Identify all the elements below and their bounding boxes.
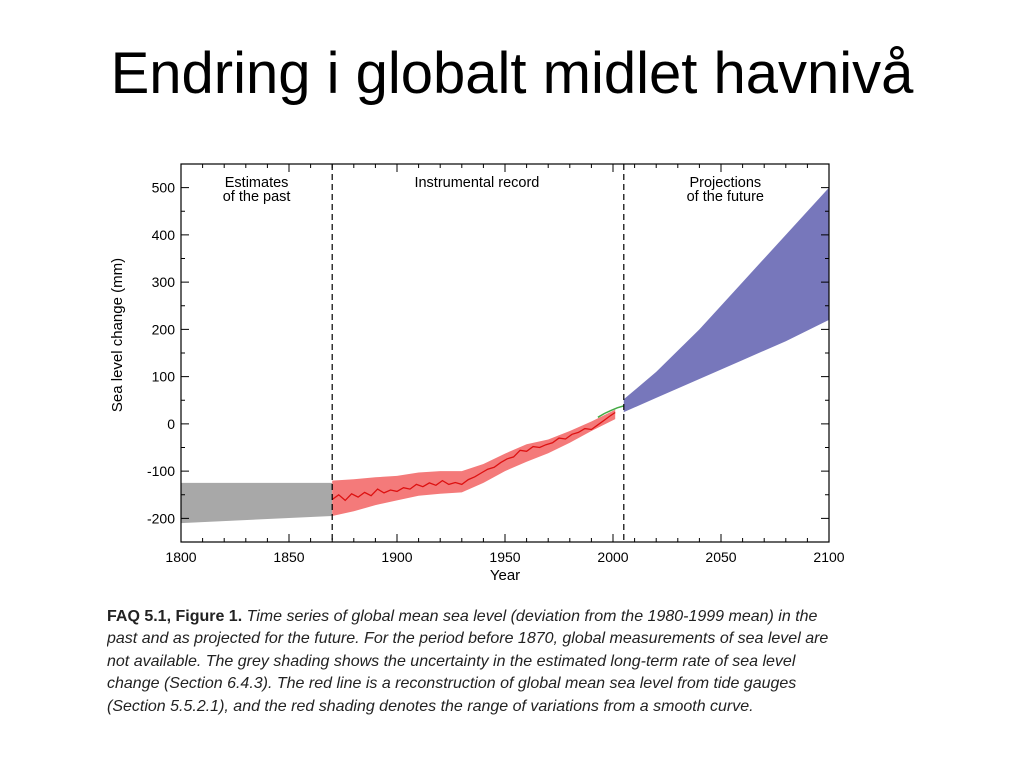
projection-band — [623, 187, 829, 413]
x-tick-label: 2100 — [813, 549, 844, 565]
satellite-altimetry-line — [597, 405, 625, 418]
x-tick-label: 1800 — [165, 549, 196, 565]
y-axis-label: Sea level change (mm) — [109, 258, 126, 412]
region-label-2: Projections — [689, 175, 761, 191]
tick-layer: 1800 1850 1900 1950 2000 2050 2100 -200 -100 0 100… — [147, 163, 845, 565]
slide-title: Endring i globalt midlet havnivå — [110, 41, 914, 106]
y-tick-label: -100 — [147, 463, 175, 479]
region-label-1: Instrumental record — [414, 175, 539, 191]
past-estimate-band — [181, 482, 333, 524]
x-tick-label: 2050 — [705, 549, 736, 565]
region-label-2: of the future — [687, 189, 764, 205]
region-label-0: of the past — [223, 189, 291, 205]
y-tick-label: 100 — [152, 369, 176, 385]
y-tick-label: 200 — [152, 321, 176, 337]
caption-body: Time series of global mean sea level (de… — [107, 608, 829, 715]
y-tick-label: 400 — [152, 227, 176, 243]
series-layer — [181, 187, 829, 524]
tide-gauge-reconstruction-line — [331, 411, 616, 502]
x-tick-label: 2000 — [597, 549, 628, 565]
figure-caption: FAQ 5.1, Figure 1. Time series of global… — [107, 606, 847, 728]
x-axis-label: Year — [490, 567, 520, 584]
y-tick-label: 500 — [152, 180, 176, 196]
caption-lead: FAQ 5.1, Figure 1. — [107, 608, 243, 625]
y-tick-label: 0 — [167, 416, 175, 432]
x-tick-label: 1850 — [273, 549, 304, 565]
region-label-0: Estimates — [225, 175, 289, 191]
y-tick-label: 300 — [152, 274, 176, 290]
x-tick-label: 1900 — [381, 549, 412, 565]
tide-gauge-uncertainty-band — [332, 409, 616, 516]
y-tick-label: -200 — [147, 510, 175, 526]
x-tick-label: 1950 — [489, 549, 520, 565]
